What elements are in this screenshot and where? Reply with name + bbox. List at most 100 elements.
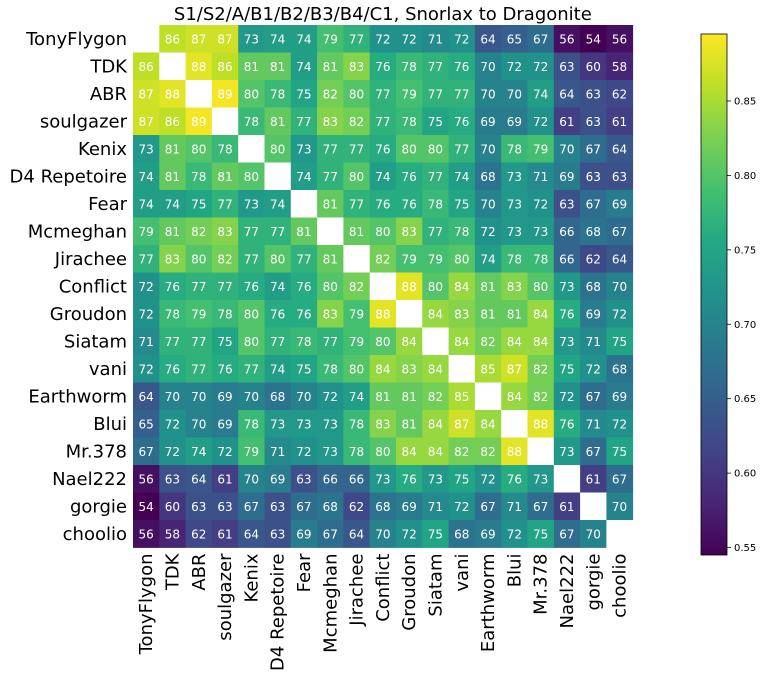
- cell-value-label: 64: [244, 527, 259, 541]
- y-tick-label: choolio: [63, 524, 127, 545]
- heatmap-cell: [211, 80, 239, 108]
- heatmap-cell: [580, 437, 607, 466]
- cell-value-label: 63: [559, 60, 574, 74]
- cell-value-label: 74: [191, 445, 206, 459]
- cell-value-label: 81: [480, 307, 495, 321]
- heatmap-cell: [133, 272, 160, 301]
- cell-value-label: 73: [559, 335, 574, 349]
- heatmap-cell: [553, 355, 581, 383]
- cell-value-label: 82: [533, 390, 548, 404]
- heatmap-cell: [396, 272, 423, 301]
- heatmap-cell: [343, 135, 371, 163]
- heatmap-cell: [211, 25, 239, 53]
- cell-value-label: 78: [217, 142, 232, 156]
- heatmap-cell: [133, 52, 160, 81]
- heatmap-cell: [369, 465, 397, 493]
- cell-value-label: 84: [533, 335, 548, 349]
- heatmap-cell: [606, 52, 634, 81]
- heatmap-cell: [474, 107, 502, 136]
- cell-value-label: 73: [428, 472, 443, 486]
- heatmap-cell: [290, 272, 318, 301]
- heatmap-cell: [580, 80, 607, 108]
- cell-value-label: 78: [296, 335, 311, 349]
- cell-value-label: 76: [402, 197, 417, 211]
- heatmap-cell: [343, 25, 371, 53]
- heatmap-cell: [606, 217, 634, 246]
- heatmap-cell: [185, 520, 213, 548]
- heatmap-cell: [580, 190, 607, 218]
- x-axis-labels: TonyFlygon TDK ABR soulgazer Kenix D4 Repetoi…: [136, 552, 630, 671]
- cell-value-label: 70: [612, 280, 627, 294]
- cell-value-label: 62: [191, 527, 206, 541]
- heatmap-cell: [606, 107, 634, 136]
- heatmap-cell: [290, 52, 318, 81]
- cell-value-label: 82: [375, 252, 390, 266]
- cell-value-label: 58: [612, 60, 627, 74]
- heatmap-cell: [606, 382, 634, 411]
- cell-value-label: 77: [375, 115, 390, 129]
- heatmap-cell: [317, 492, 344, 521]
- cell-value-label: 73: [533, 472, 548, 486]
- y-tick-label: soulgazer: [40, 111, 128, 132]
- cell-value-label: 84: [428, 445, 443, 459]
- cell-value-label: 56: [612, 32, 627, 46]
- heatmap-cell: [501, 465, 528, 493]
- heatmap-cell: [527, 410, 555, 438]
- heatmap-cell: [343, 190, 371, 218]
- cell-value-label: 67: [586, 142, 601, 156]
- heatmap-cell: [317, 300, 344, 328]
- cell-value-label: 77: [244, 252, 259, 266]
- cell-value-label: 84: [428, 307, 443, 321]
- heatmap-cell: [527, 217, 555, 246]
- cell-value-label: 74: [296, 32, 311, 46]
- cell-value-label: 74: [165, 197, 180, 211]
- cell-value-label: 68: [586, 225, 601, 239]
- cell-value-label: 64: [612, 252, 627, 266]
- cell-value-label: 72: [612, 417, 627, 431]
- heatmap-cell: [553, 382, 581, 411]
- cell-value-label: 70: [191, 417, 206, 431]
- heatmap-cell: [396, 410, 423, 438]
- cell-value-label: 88: [191, 60, 206, 74]
- heatmap-cell: [369, 25, 397, 53]
- heatmap-cell: [211, 107, 239, 136]
- heatmap-cell: [474, 272, 502, 301]
- y-tick-label: Nael222: [52, 469, 127, 490]
- cell-value-label: 69: [612, 390, 627, 404]
- cell-value-label: 63: [612, 170, 627, 184]
- heatmap-cell: [343, 465, 371, 493]
- cell-value-label: 77: [244, 225, 259, 239]
- cell-value-label: 63: [217, 500, 232, 514]
- cell-value-label: 67: [480, 500, 495, 514]
- heatmap-cell: [606, 80, 634, 108]
- heatmap-cell: [264, 52, 292, 81]
- heatmap-cell: [159, 162, 186, 191]
- cell-value-label: 73: [507, 197, 522, 211]
- cell-value-label: 72: [533, 115, 548, 129]
- heatmap-cell: [501, 410, 528, 438]
- heatmap-cell: [369, 245, 397, 273]
- cell-value-label: 77: [375, 87, 390, 101]
- heatmap-cell: [501, 520, 528, 548]
- cell-value-label: 74: [375, 170, 390, 184]
- cell-value-label: 76: [454, 115, 469, 129]
- heatmap-cell: [317, 190, 344, 218]
- x-tick-label: Blui: [504, 554, 525, 588]
- cell-value-label: 88: [402, 280, 417, 294]
- heatmap-cell: [448, 217, 476, 246]
- cell-value-label: 74: [296, 170, 311, 184]
- heatmap-cell: [474, 355, 502, 383]
- heatmap-cell: [580, 25, 607, 53]
- cell-value-label: 81: [165, 142, 180, 156]
- heatmap-cell: [553, 437, 581, 466]
- heatmap-cell: [159, 52, 186, 81]
- cell-value-label: 72: [402, 32, 417, 46]
- x-tick-label: choolio: [610, 554, 631, 618]
- cell-value-label: 72: [533, 60, 548, 74]
- cell-value-label: 82: [454, 445, 469, 459]
- heatmap-cell: [369, 437, 397, 466]
- cell-value-label: 87: [139, 115, 154, 129]
- cell-value-label: 77: [165, 335, 180, 349]
- cell-value-label: 75: [559, 362, 574, 376]
